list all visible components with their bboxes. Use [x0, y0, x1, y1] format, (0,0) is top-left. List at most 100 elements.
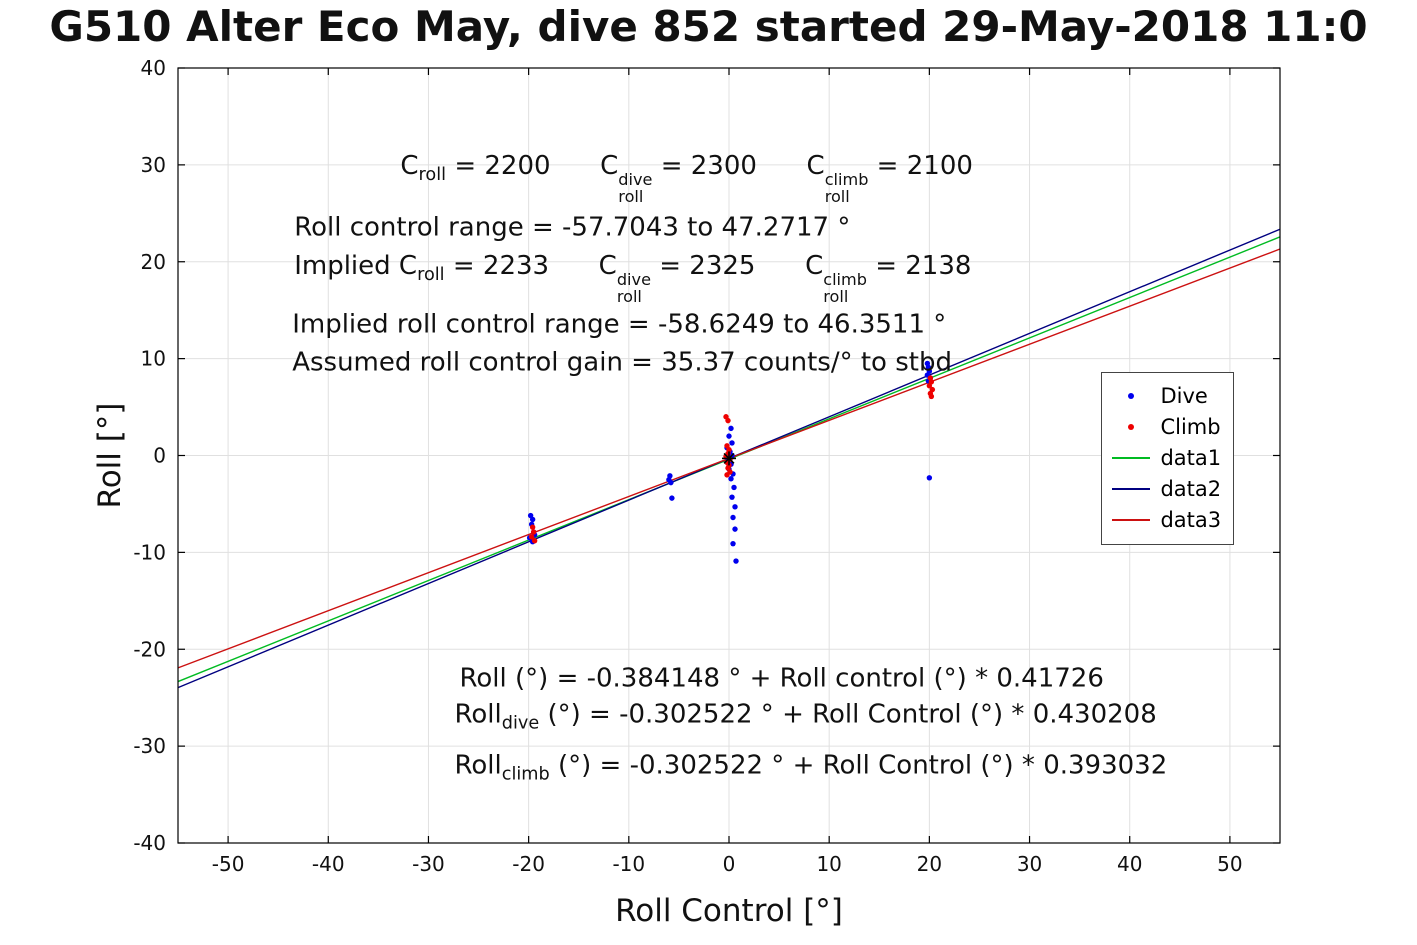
x-tick-label: 30: [1017, 852, 1042, 876]
annotation-subscript: roll: [618, 186, 644, 206]
y-tick-label: 10: [141, 347, 166, 371]
scatter-point-dive: [733, 558, 739, 564]
legend-line-icon: [1112, 457, 1151, 460]
scatter-point-climb: [528, 534, 535, 540]
legend-entry-data1: data1: [1108, 443, 1221, 474]
annotation-subscript: roll: [417, 265, 445, 286]
legend-line-icon: [1108, 488, 1154, 491]
scatter-point-climb: [928, 393, 935, 400]
scatter-point-dive: [732, 504, 738, 510]
scatter-point-dive: [729, 440, 735, 446]
legend-entry-dive: Dive: [1108, 381, 1221, 412]
legend: Dive Climb data1 data2 data3: [1101, 371, 1235, 545]
legend-label: data2: [1160, 477, 1222, 502]
origin-asterisk-marker: [723, 452, 735, 464]
y-axis-label: Roll [°]: [92, 403, 128, 509]
annotation: Rolldive (°) = -0.302522 ° + Roll Contro…: [455, 699, 1157, 734]
annotation-superscript: climb: [823, 269, 867, 289]
scatter-point-dive: [669, 495, 675, 501]
annotation-supsub-stack: climb roll: [823, 269, 867, 306]
annotation-subscript: climb: [501, 764, 550, 785]
y-tick-label: -10: [133, 540, 166, 564]
chart-title: G510 Alter Eco May, dive 852 started 29-…: [49, 2, 1368, 51]
y-tick-label: -20: [133, 637, 166, 661]
legend-dot-icon: [1108, 393, 1154, 400]
annotation-subscript: roll: [824, 186, 850, 206]
annotation-supsub-stack: climb roll: [824, 169, 869, 206]
scatter-point-climb: [531, 538, 538, 544]
annotation-superscript: dive: [616, 269, 651, 289]
legend-line-icon: [1108, 457, 1154, 460]
legend-label: Climb: [1160, 415, 1221, 440]
annotation-text: Implied C: [294, 251, 418, 282]
legend-entry-data2: data2: [1108, 474, 1221, 505]
annotation-superscript: climb: [824, 169, 869, 189]
scatter-point-climb: [529, 524, 536, 530]
annotation-text: = 2200: [446, 151, 601, 182]
legend-dot-icon: [1108, 424, 1154, 431]
legend-entry-data3: data3: [1108, 505, 1221, 536]
x-tick-label: -40: [312, 852, 345, 876]
scatter-point-dive: [926, 475, 933, 481]
scatter-point-climb: [926, 383, 933, 389]
scatter-point-dive: [668, 479, 674, 486]
x-tick-label: 50: [1217, 852, 1242, 876]
x-axis-label: Roll Control [°]: [615, 893, 843, 929]
y-tick-label: 20: [141, 250, 166, 274]
annotation: Implied roll control range = -58.6249 to…: [292, 309, 946, 340]
y-tick-label: 40: [141, 56, 166, 80]
scatter-point-dive: [730, 514, 736, 521]
y-tick-label: 0: [153, 444, 166, 468]
annotation-text: = 2138: [866, 251, 972, 282]
y-tick-label: -40: [133, 831, 166, 855]
legend-label: data3: [1160, 508, 1222, 533]
annotation-text: Roll: [454, 750, 502, 781]
scatter-point-dive: [529, 516, 536, 523]
annotation: Roll control range = -57.7043 to 47.2717…: [294, 212, 850, 243]
x-tick-label: -30: [412, 852, 445, 876]
x-tick-label: 20: [917, 852, 942, 876]
annotation-text: = 2233: [444, 251, 599, 282]
legend-label: Dive: [1160, 384, 1208, 409]
legend-entry-climb: Climb: [1108, 412, 1221, 443]
legend-dot-icon: [1128, 424, 1135, 431]
legend-label: data1: [1160, 446, 1222, 471]
annotation: Roll (°) = -0.384148 ° + Roll control (°…: [460, 664, 1104, 695]
annotation-supsub-stack: dive roll: [618, 169, 653, 206]
scatter-point-climb: [725, 417, 731, 424]
annotation-text: C: [806, 151, 825, 182]
annotation-text: Assumed roll control gain = 35.37 counts…: [292, 346, 952, 377]
x-tick-label: 40: [1117, 852, 1142, 876]
annotation-text: (°) = -0.302522 ° + Roll Control (°) * 0…: [549, 750, 1168, 781]
legend-dot-icon: [1128, 393, 1135, 400]
annotation-text: C: [805, 251, 824, 282]
annotation-text: (°) = -0.302522 ° + Roll Control (°) * 0…: [539, 699, 1157, 730]
x-tick-label: -20: [512, 852, 545, 876]
annotation-text: C: [400, 151, 419, 182]
annotation-subscript: roll: [616, 286, 642, 306]
x-tick-label: -10: [612, 852, 645, 876]
scatter-point-dive: [728, 476, 734, 482]
y-tick-label: -30: [133, 734, 166, 758]
annotation-subscript: dive: [501, 713, 540, 734]
annotation-subscript: roll: [418, 165, 447, 186]
annotation-text: = 2100: [868, 151, 973, 182]
scatter-point-dive: [726, 433, 732, 439]
annotation-text: Roll (°) = -0.384148 ° + Roll control (°…: [459, 663, 1104, 694]
scatter-point-dive: [728, 425, 734, 432]
annotation-text: = 2300: [652, 151, 807, 182]
annotation-superscript: dive: [618, 169, 653, 189]
annotation-text: = 2325: [650, 251, 806, 282]
x-tick-label: 10: [816, 852, 841, 876]
annotation-supsub-stack: dive roll: [616, 269, 651, 306]
scatter-point-climb: [530, 529, 537, 535]
annotation-text: Implied roll control range = -58.6249 to…: [292, 309, 947, 340]
annotation-text: C: [598, 251, 617, 282]
x-tick-label: -50: [212, 852, 245, 876]
scatter-point-dive: [730, 540, 736, 547]
scatter-point-dive: [732, 526, 738, 532]
scatter-point-dive: [731, 484, 737, 491]
